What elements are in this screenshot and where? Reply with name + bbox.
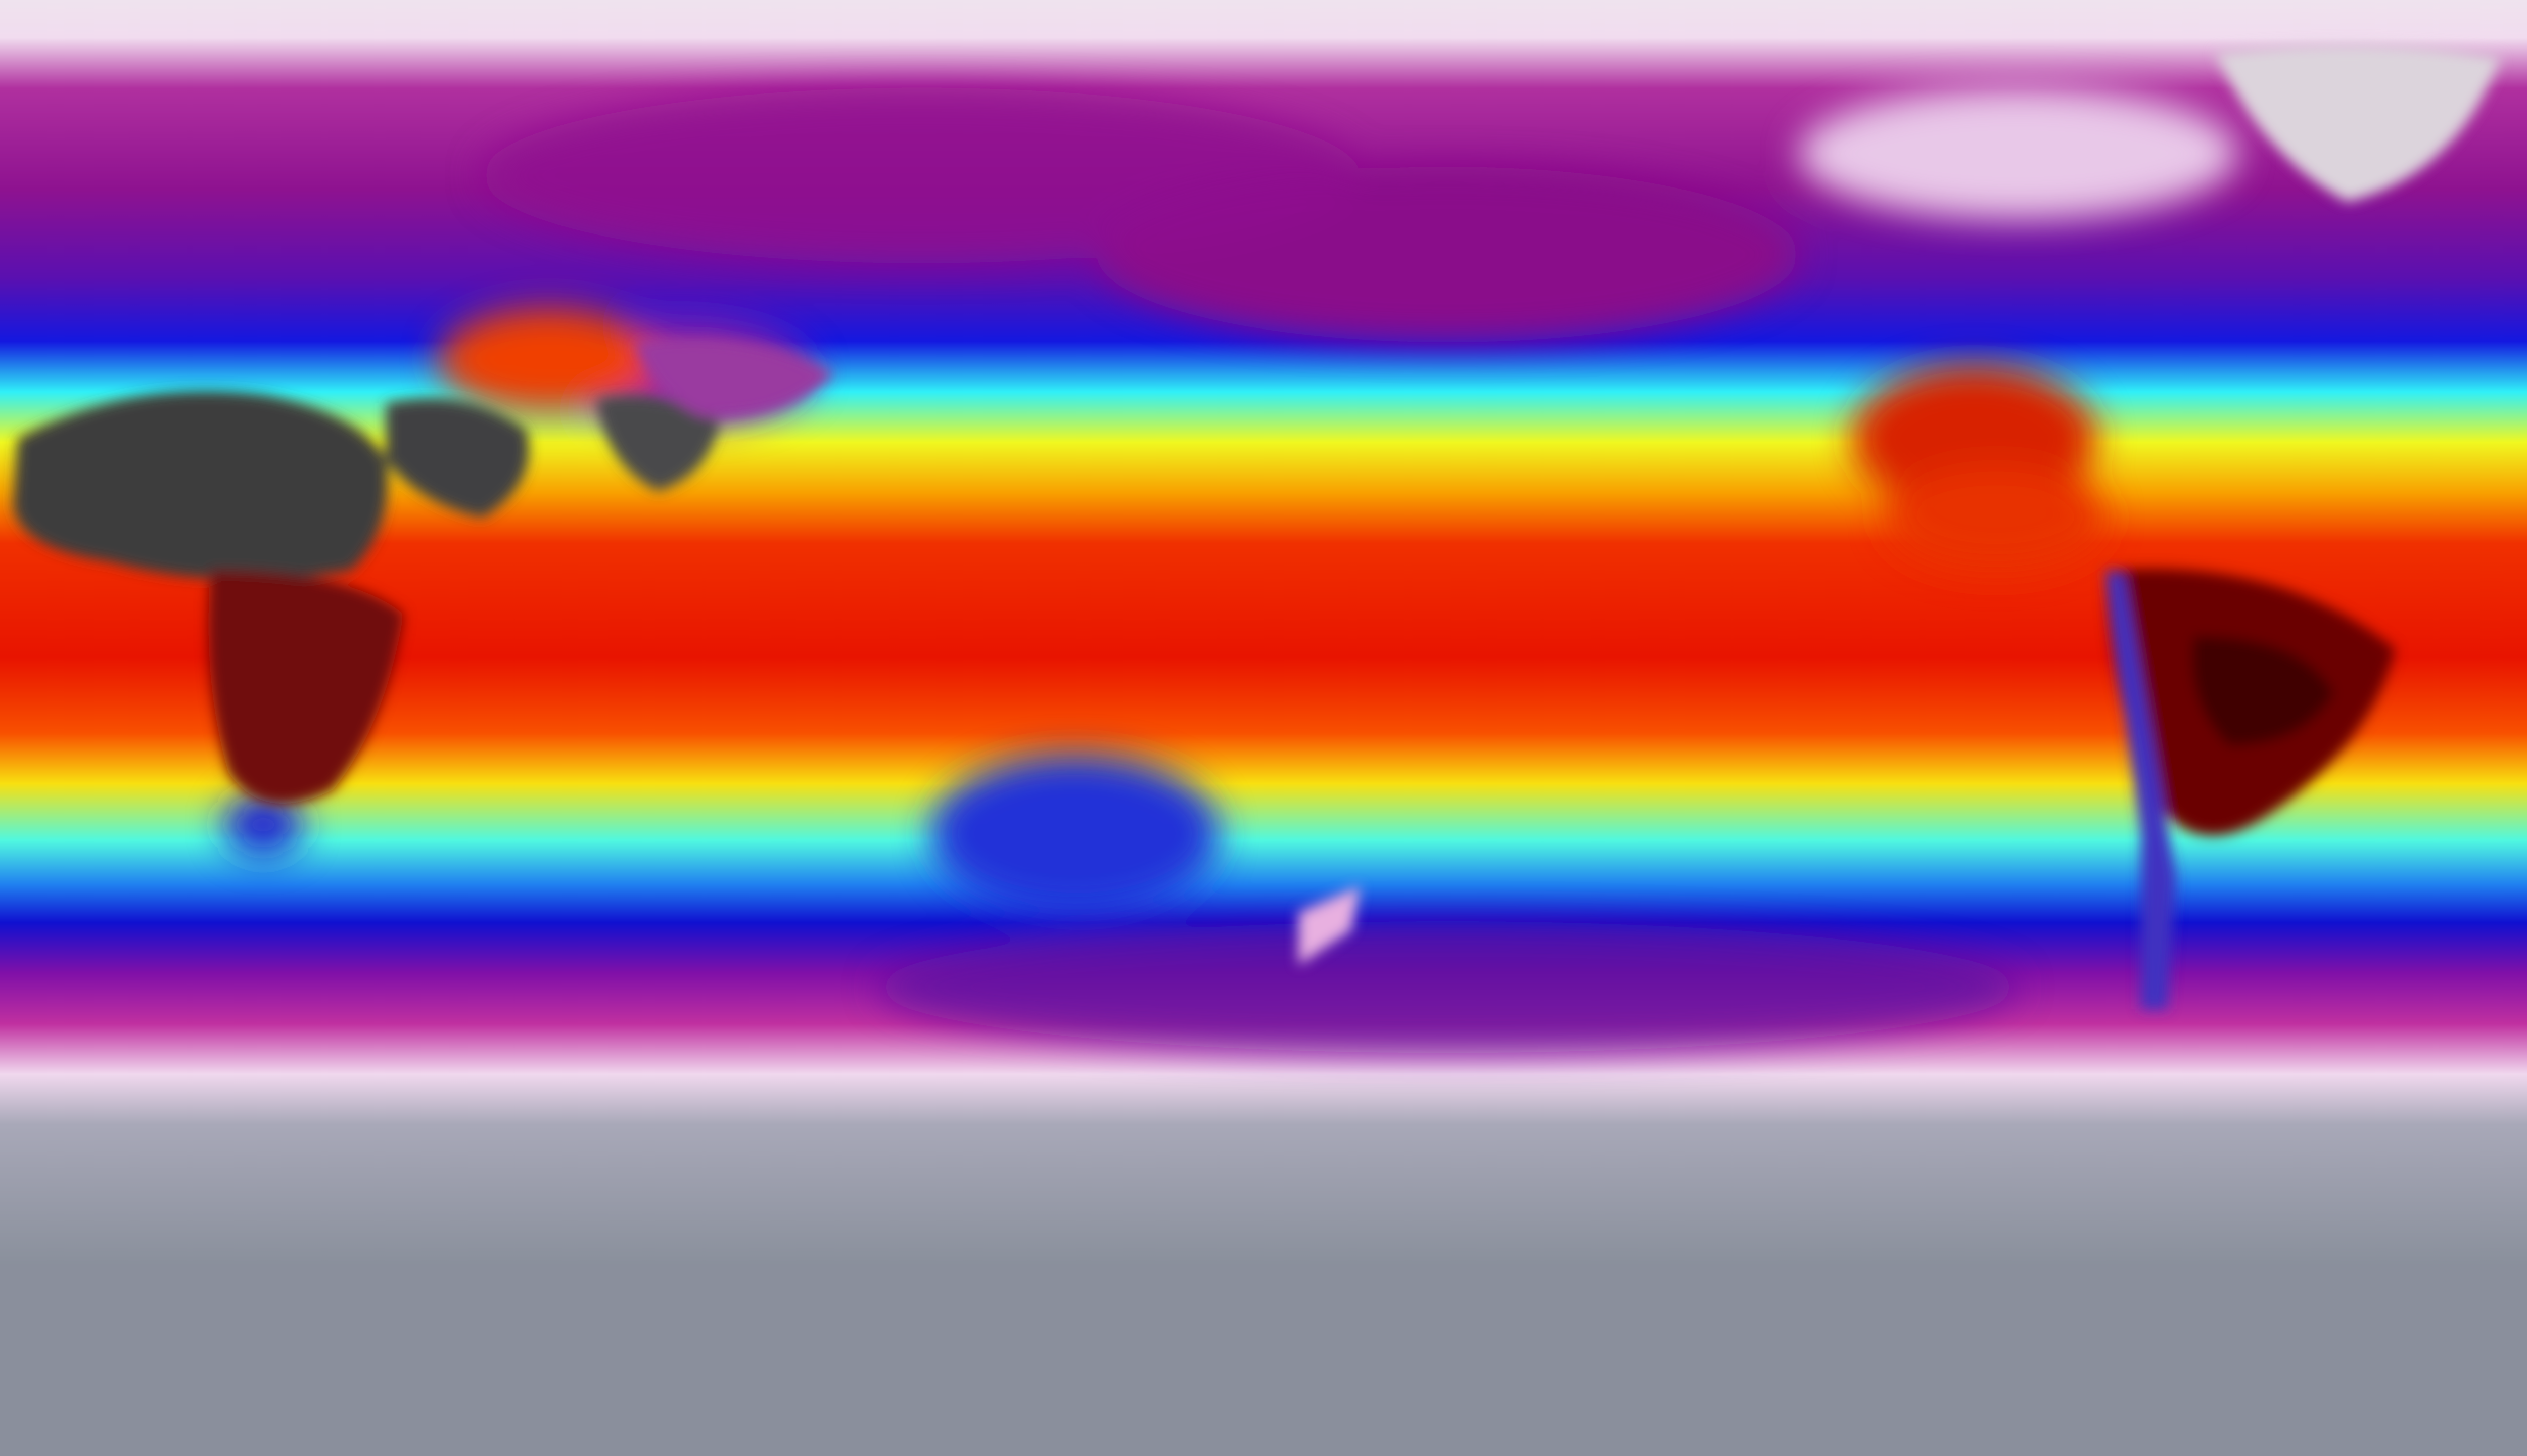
arabian-desert xyxy=(386,398,529,518)
tibet-plateau xyxy=(636,337,834,417)
mexico-hot xyxy=(1886,465,2106,571)
arctic-canada xyxy=(1799,87,2238,220)
siberia-cold xyxy=(482,87,1360,263)
sahara-desert xyxy=(13,391,388,580)
andes-cold xyxy=(2105,570,2176,1009)
temperature-map xyxy=(0,0,2527,1264)
iran-pakistan-desert xyxy=(596,395,720,492)
south-africa-cool xyxy=(223,794,303,856)
middle-east-hot xyxy=(439,307,659,412)
land-masses xyxy=(13,44,2501,1009)
australia-cool xyxy=(930,755,1220,913)
africa-south-hot xyxy=(208,570,404,804)
south-america-interior xyxy=(2192,636,2334,746)
greenland-ice xyxy=(2215,44,2501,202)
southern-ocean-cold xyxy=(877,921,2019,1053)
